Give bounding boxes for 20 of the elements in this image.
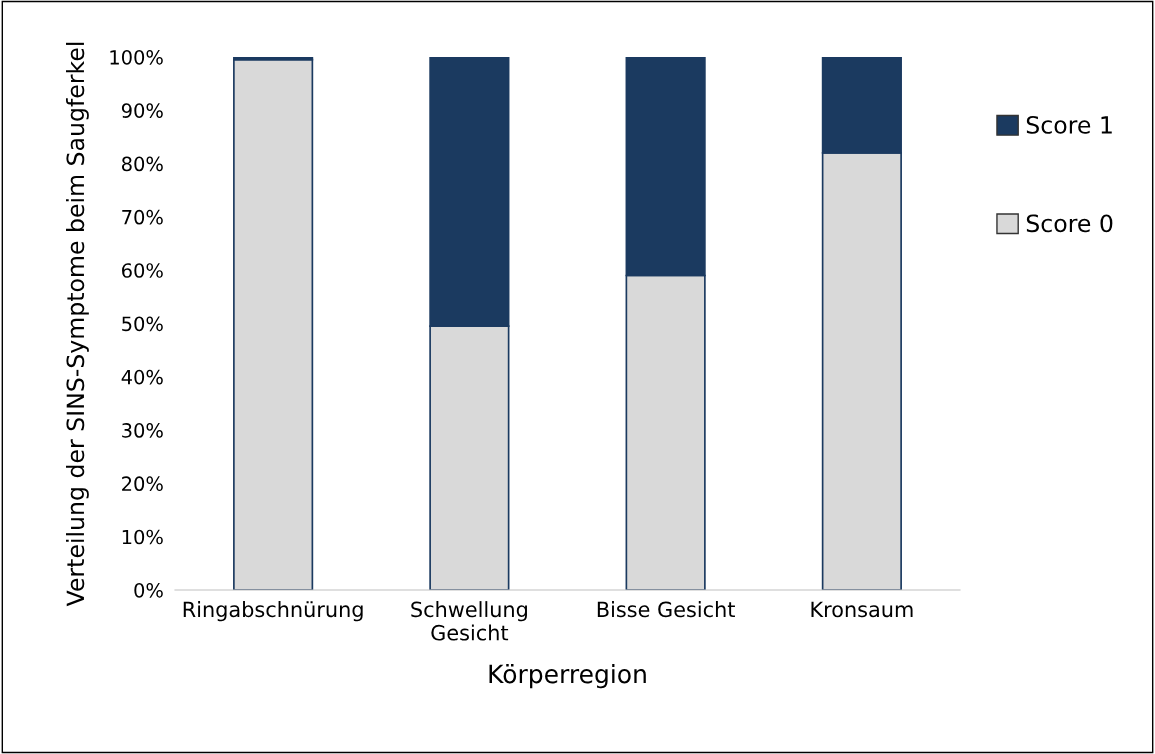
y-tick-label: 70%	[122, 209, 163, 225]
y-tick-label: 40%	[121, 369, 163, 385]
y-tick-label: 100%	[110, 49, 163, 65]
legend-label: Score 1	[1026, 115, 1112, 134]
y-tick-label: 0%	[134, 582, 163, 598]
x-tick-label: Ringabschnürung	[183, 601, 363, 622]
y-tick-label: 90%	[121, 103, 163, 118]
y-axis-title: Verteilung der SINS-Symptome beim Saugferkel	[66, 42, 89, 607]
y-tick-label: 60%	[122, 263, 163, 278]
legend-label: Score 0	[1026, 214, 1113, 233]
x-tick-label: Bisse Gesicht	[597, 601, 735, 618]
y-tick-label: 50%	[122, 316, 163, 332]
x-tick-label: Kronsaum	[811, 601, 913, 618]
y-tick-label: 10%	[122, 529, 163, 545]
y-tick-label: 30%	[122, 423, 163, 438]
y-tick-label: 20%	[122, 476, 163, 492]
y-tick-label: 80%	[121, 156, 163, 172]
x-axis-title: Körperregion	[489, 664, 646, 689]
x-tick-label: Schwellung Gesicht	[411, 601, 527, 641]
bar	[233, 58, 314, 590]
